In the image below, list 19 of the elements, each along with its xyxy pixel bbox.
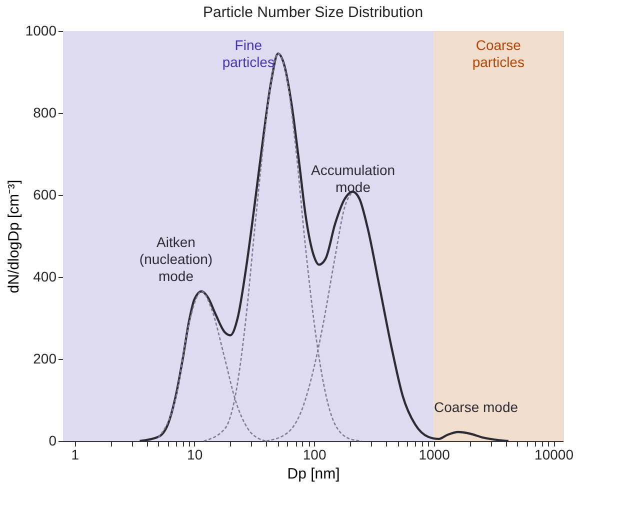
- x-tick-label: 10: [187, 446, 203, 462]
- y-tick-label: 400: [33, 268, 57, 284]
- x-tick-label: 100: [302, 446, 326, 462]
- band-label: Fine particles: [222, 37, 274, 70]
- annotation: Coarse mode: [434, 399, 518, 415]
- y-tick-label: 200: [33, 350, 57, 366]
- y-tick-label: 800: [33, 104, 57, 120]
- y-tick-label: 0: [48, 432, 57, 448]
- y-tick-label: 1000: [25, 22, 57, 38]
- y-tick-label: 600: [33, 186, 57, 202]
- y-axis-title: dN/dlogDp [cm⁻³]: [5, 180, 22, 294]
- annotation: Accumulation mode: [310, 162, 396, 195]
- x-axis-title: Dp [nm]: [287, 466, 340, 482]
- x-tick-label: 1000: [418, 446, 450, 462]
- chart-title: Particle Number Size Distribution: [202, 4, 424, 21]
- x-tick-label: 10000: [534, 446, 574, 462]
- x-tick-label: 1: [71, 446, 80, 462]
- band-label: Coarse particles: [472, 37, 524, 70]
- annotation: Aitken (nucleation) mode: [139, 234, 213, 284]
